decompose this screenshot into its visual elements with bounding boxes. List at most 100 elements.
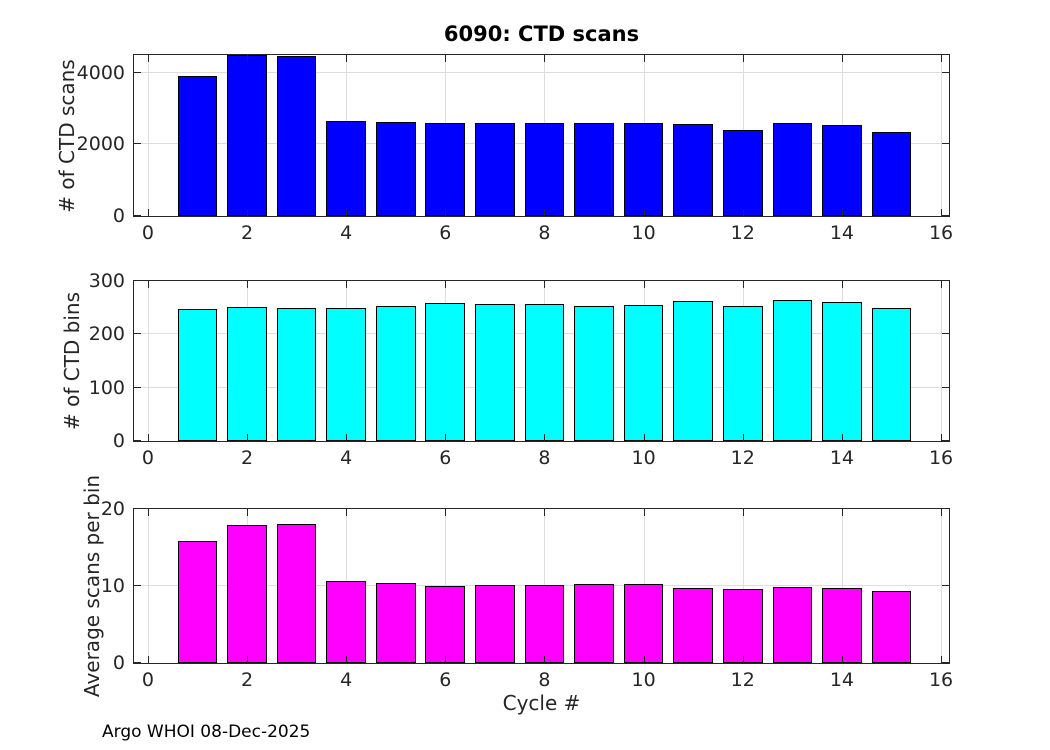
bar-cycle-3 <box>276 55 317 216</box>
y-tick-mark <box>134 508 141 509</box>
x-tick-mark <box>147 55 149 62</box>
bar-cycle-12 <box>722 589 763 663</box>
x-tick-mark <box>247 434 249 441</box>
x-tick-mark <box>742 656 744 663</box>
bar-cycle-12 <box>722 129 763 216</box>
bar-cycle-3 <box>276 524 317 663</box>
x-tick-mark <box>346 281 348 288</box>
x-tick-label: 14 <box>829 669 854 691</box>
x-tick-mark <box>941 656 943 663</box>
plot-area-ctd-bins: 0 2 4 6 8 10 12 14 16 0 100 200 300 <box>89 270 953 469</box>
bar-cycle-11 <box>673 124 714 216</box>
x-tick-mark <box>445 209 447 216</box>
y-tick-mark <box>942 71 949 73</box>
y-tick-mark <box>134 143 141 145</box>
x-tick-label: 0 <box>141 447 154 469</box>
bar-cycle-11 <box>673 588 714 663</box>
bar-cycle-11 <box>673 300 714 441</box>
bar-cycle-12 <box>722 305 763 441</box>
x-tick-label: 12 <box>730 222 755 244</box>
x-tick-mark <box>742 509 744 516</box>
y-tick-label: 2000 <box>76 133 125 156</box>
y-tick-mark <box>942 386 949 388</box>
x-tick-mark <box>643 281 645 288</box>
y-tick-label: 200 <box>88 323 125 346</box>
x-tick-mark <box>544 55 546 62</box>
x-tick-mark <box>445 434 447 441</box>
gridline-vertical <box>841 509 843 663</box>
x-tick-label: 14 <box>829 222 854 244</box>
x-tick-mark <box>445 509 447 516</box>
figure-title: 6090: CTD scans <box>443 22 640 46</box>
x-tick-mark <box>544 656 546 663</box>
x-tick-mark <box>445 55 447 62</box>
x-tick-mark <box>742 434 744 441</box>
bar-cycle-10 <box>623 305 664 441</box>
gridline-vertical <box>941 55 943 216</box>
y-tick-mark <box>942 585 949 586</box>
y-tick-mark <box>942 143 949 145</box>
x-tick-mark <box>247 656 249 663</box>
bar-cycle-9 <box>574 122 614 216</box>
bar-cycle-15 <box>871 590 912 663</box>
y-tick-label: 10 <box>100 575 125 597</box>
footer-annotation: Argo WHOI 08-Dec-2025 <box>102 722 311 742</box>
y-tick-mark <box>134 333 141 335</box>
x-tick-label: 10 <box>631 447 656 469</box>
bar-cycle-1 <box>177 541 218 663</box>
y-tick-mark <box>134 386 141 388</box>
x-tick-label: 8 <box>538 669 551 691</box>
x-tick-mark <box>643 656 645 663</box>
bar-cycle-9 <box>574 305 614 441</box>
x-tick-mark <box>346 434 348 441</box>
bar-cycle-8 <box>524 585 565 663</box>
plot-area-ctd-scans: 0 2 4 6 8 10 12 14 16 0 2000 4000 <box>77 54 953 244</box>
x-tick-mark <box>841 509 843 516</box>
x-axis-label: Cycle # <box>502 691 581 715</box>
x-tick-mark <box>544 281 546 288</box>
bar-cycle-14 <box>822 588 862 663</box>
x-tick-mark <box>841 656 843 663</box>
x-tick-mark <box>742 209 744 216</box>
x-tick-label: 14 <box>829 447 854 469</box>
x-tick-mark <box>147 434 149 441</box>
bar-cycle-6 <box>425 122 466 216</box>
y-axis-label-ctd-scans: # of CTD scans <box>55 59 79 213</box>
x-tick-mark <box>147 281 149 288</box>
y-tick-mark <box>942 215 949 216</box>
y-tick-label: 0 <box>112 652 125 674</box>
x-tick-mark <box>147 209 149 216</box>
x-tick-mark <box>247 509 249 516</box>
plot-area-average-scans: 0 2 4 6 8 10 12 14 16 0 10 20 <box>101 498 953 691</box>
gridline-vertical <box>147 55 149 216</box>
y-tick-mark <box>942 508 949 509</box>
y-tick-mark <box>942 662 949 663</box>
bar-cycle-5 <box>375 306 416 441</box>
y-tick-label: 20 <box>100 498 125 520</box>
bar-cycle-1 <box>177 308 218 441</box>
x-tick-mark <box>941 55 943 62</box>
bar-cycle-13 <box>772 122 813 216</box>
y-tick-mark <box>134 662 141 663</box>
y-tick-mark <box>942 440 949 441</box>
y-tick-label: 4000 <box>76 61 125 84</box>
bar-cycle-15 <box>871 307 912 441</box>
bar-cycle-2 <box>227 55 267 216</box>
x-tick-label: 10 <box>631 222 656 244</box>
x-tick-label: 2 <box>240 222 254 244</box>
bar-cycle-9 <box>574 583 614 663</box>
x-tick-label: 4 <box>340 669 353 691</box>
gridline-vertical <box>941 281 943 441</box>
bar-cycle-5 <box>375 582 416 663</box>
gridline-horizontal <box>134 71 949 73</box>
x-tick-mark <box>841 281 843 288</box>
bar-cycle-5 <box>375 121 416 216</box>
bar-cycle-2 <box>227 525 267 663</box>
x-tick-mark <box>544 509 546 516</box>
bar-cycle-13 <box>772 586 813 663</box>
x-tick-label: 16 <box>928 222 954 244</box>
y-axis-label-ctd-bins: # of CTD bins <box>60 291 84 431</box>
x-tick-label: 12 <box>730 669 755 691</box>
bar-cycle-6 <box>425 586 466 663</box>
